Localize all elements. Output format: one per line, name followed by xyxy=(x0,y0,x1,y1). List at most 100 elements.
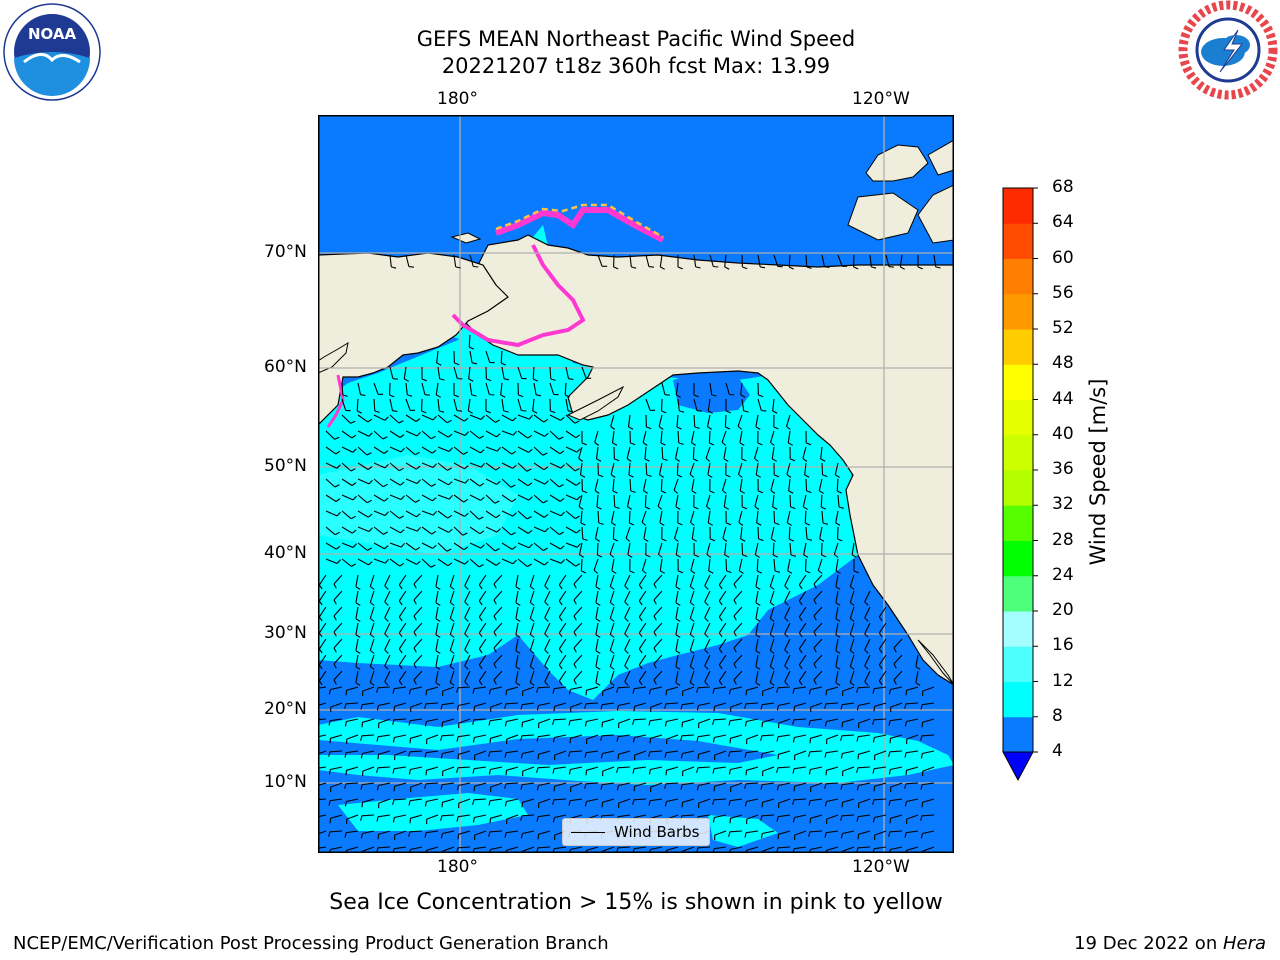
wind-barb xyxy=(330,718,343,722)
wind-barb-flag xyxy=(616,705,619,711)
wind-barb-flag xyxy=(568,689,571,695)
wind-barb xyxy=(810,782,823,788)
wind-barb xyxy=(362,782,375,786)
colorbar-tick-label: 56 xyxy=(1052,282,1074,303)
wind-barb xyxy=(659,510,663,523)
wind-barb-flag xyxy=(449,633,455,638)
wind-barb-flag xyxy=(616,687,619,693)
wind-barb xyxy=(666,718,679,723)
wind-barb xyxy=(769,670,775,683)
wind-barb xyxy=(389,462,400,472)
wind-barb xyxy=(851,542,855,555)
wind-barb xyxy=(650,846,663,851)
wind-barb-flag xyxy=(504,721,507,727)
wind-barb-flag xyxy=(806,442,812,446)
wind-barb-flag xyxy=(737,425,743,430)
wind-barb xyxy=(522,798,535,803)
wind-barb xyxy=(573,606,583,617)
wind-barb-flag xyxy=(440,784,443,790)
wind-barb xyxy=(570,814,583,819)
wind-barb-flag xyxy=(792,737,795,743)
wind-barb-flag xyxy=(712,768,715,774)
wind-barb-flag xyxy=(893,679,897,685)
wind-barb xyxy=(490,798,503,802)
wind-barb-flag xyxy=(769,601,775,606)
wind-barb xyxy=(681,814,695,817)
wind-barb-flag xyxy=(853,266,859,270)
wind-barb xyxy=(725,382,730,395)
wind-barb xyxy=(413,590,423,601)
wind-barb xyxy=(394,830,407,836)
wind-barb xyxy=(676,414,679,428)
wind-barb xyxy=(357,446,368,456)
wind-barb-flag xyxy=(400,542,405,548)
wind-barb xyxy=(858,734,871,738)
wind-barb-flag xyxy=(614,458,620,462)
wind-barb xyxy=(689,622,695,635)
wind-barb-flag xyxy=(376,816,379,822)
wind-barb xyxy=(813,670,823,681)
wind-barb xyxy=(426,718,439,723)
colorbar-tick-label: 44 xyxy=(1052,388,1074,409)
wind-barb-flag xyxy=(664,703,667,709)
wind-barb-flag xyxy=(745,770,748,776)
wind-barb xyxy=(537,766,551,769)
wind-barb xyxy=(773,254,779,267)
wind-barb xyxy=(442,686,455,692)
wind-barb xyxy=(362,846,375,852)
wind-barb-flag xyxy=(399,515,404,519)
wind-barb xyxy=(378,702,391,707)
wind-barb-flag xyxy=(802,458,808,462)
wind-barb-flag xyxy=(318,584,323,590)
wind-barb xyxy=(449,622,455,635)
wind-barb-flag xyxy=(638,616,643,622)
wind-barb-flag xyxy=(840,753,843,759)
wind-barb xyxy=(889,750,903,753)
wind-barb xyxy=(522,766,535,772)
wind-barb xyxy=(778,734,791,738)
wind-barb-flag xyxy=(769,681,775,686)
wind-barb xyxy=(449,606,455,619)
wind-barb xyxy=(318,846,327,849)
wind-barb-flag xyxy=(449,665,455,670)
wind-barb xyxy=(413,606,423,617)
wind-barb-flag xyxy=(609,553,615,558)
wind-barb xyxy=(825,702,839,705)
wind-barb xyxy=(786,510,791,523)
wind-barb xyxy=(333,606,343,617)
wind-barb xyxy=(754,542,759,555)
wind-barb xyxy=(878,654,887,666)
colorbar-bin xyxy=(1003,188,1033,224)
wind-barb xyxy=(394,734,407,739)
wind-barb-flag xyxy=(889,738,892,744)
wind-barb-flag xyxy=(738,570,744,574)
wind-barb xyxy=(794,846,807,850)
wind-barb xyxy=(565,446,578,453)
wind-barb xyxy=(698,734,711,738)
colorbar-bin xyxy=(1003,329,1033,365)
bottom-tick-180: 180° xyxy=(437,857,478,877)
wind-barb-flag xyxy=(840,735,843,741)
wind-barb xyxy=(373,430,384,440)
wind-barb xyxy=(873,718,887,721)
wind-barb-flag xyxy=(921,802,924,808)
wind-barb xyxy=(624,574,631,587)
wind-barb xyxy=(421,414,434,421)
wind-barb-flag xyxy=(784,665,789,670)
wind-barb-flag xyxy=(660,266,665,270)
wind-barb-flag xyxy=(463,498,469,503)
wind-barb-flag xyxy=(729,818,732,824)
wind-barb-flag xyxy=(478,616,483,622)
wind-barb xyxy=(821,462,824,476)
wind-barb xyxy=(442,830,455,835)
wind-barb xyxy=(878,670,887,682)
wind-barb xyxy=(437,366,441,379)
wind-barb xyxy=(798,622,807,634)
wind-barb-flag xyxy=(575,563,581,567)
wind-barb xyxy=(538,814,551,818)
wind-barb xyxy=(786,462,791,475)
wind-barb-flag xyxy=(856,767,859,773)
wind-barb xyxy=(474,734,487,739)
wind-barb xyxy=(469,446,481,454)
wind-barb xyxy=(341,398,347,411)
